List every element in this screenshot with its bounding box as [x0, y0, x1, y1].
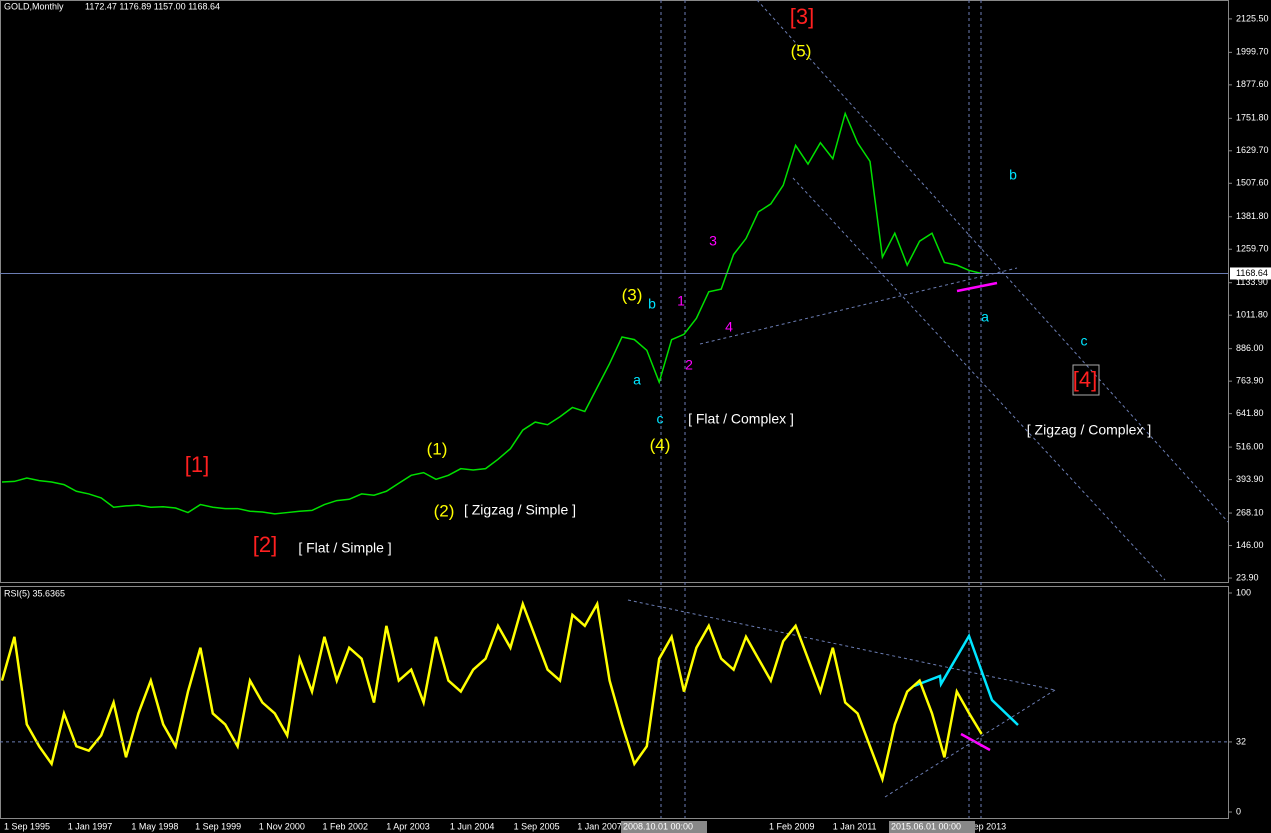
y-tick-label: 1629.70	[1236, 145, 1269, 155]
x-tick-label: 1 Jun 2004	[450, 821, 495, 831]
wave-label: c	[1081, 333, 1088, 349]
x-tick-label: 1 Feb 2009	[769, 821, 815, 831]
y-tick-label: 763.90	[1236, 376, 1264, 386]
y-tick-label: 886.00	[1236, 343, 1264, 353]
wave-label: 3	[709, 233, 717, 249]
y-tick-label: 1877.60	[1236, 79, 1269, 89]
trend-line	[699, 267, 1018, 345]
pink-arrows	[956, 281, 998, 752]
rsi-title: RSI(5) 35.6365	[4, 588, 65, 598]
x-tick-label: 1 Nov 2000	[259, 821, 305, 831]
y-tick-label: 2125.50	[1236, 13, 1269, 23]
target-box	[1072, 364, 1100, 396]
marker-label-box	[621, 821, 707, 833]
y-tick-label: 1999.70	[1236, 47, 1269, 57]
y-tick-label: 146.00	[1236, 540, 1264, 550]
ohlc: 1172.47 1176.89 1157.00 1168.64	[85, 1, 220, 11]
wave-label: [ Flat / Simple ]	[298, 540, 391, 556]
x-tick-label: 1 Jan 1997	[68, 821, 113, 831]
wave-label: (3)	[622, 285, 643, 304]
y-tick-label: 1507.60	[1236, 178, 1269, 188]
current-price-box	[1230, 267, 1271, 280]
chart-title: GOLD,Monthly	[4, 1, 64, 11]
x-tick-label: 1 Jan 2007	[577, 821, 622, 831]
x-tick-label: 1 Feb 2002	[323, 821, 369, 831]
y-tick-label: 393.90	[1236, 474, 1264, 484]
wave-label: (4)	[650, 435, 671, 454]
channel-lines	[627, 0, 1229, 818]
y-tick-label: 516.00	[1236, 441, 1264, 451]
wave-label: b	[1009, 167, 1017, 183]
wave-label: 4	[725, 319, 733, 335]
wave-label: [ Flat / Complex ]	[688, 411, 794, 427]
x-tick-label: 1 Sep 1995	[4, 821, 50, 831]
y-tick-label: 1381.80	[1236, 211, 1269, 221]
wave-label: 2	[685, 357, 693, 373]
wave-label: 1	[677, 293, 685, 309]
y-tick-label: 32	[1236, 736, 1246, 746]
y-tick-label: 268.10	[1236, 507, 1264, 517]
marker-label-box	[889, 821, 975, 833]
arrow	[960, 732, 991, 752]
y-tick-label: 0	[1236, 806, 1241, 816]
wave-label: b	[648, 296, 656, 312]
marker-label: 2008.10.01 00:00	[623, 821, 693, 831]
y-tick-label: 1133.90	[1236, 277, 1268, 287]
wave-label: a	[981, 309, 989, 325]
rsi-frame	[0, 586, 1229, 819]
current-price-label: 1168.64	[1236, 268, 1268, 278]
y-tick-label: 1011.80	[1236, 310, 1268, 320]
price-frame	[0, 0, 1229, 583]
wave-label: (5)	[791, 41, 812, 60]
wave-label: [4]	[1073, 367, 1097, 392]
x-tick-label: 1 Sep 1999	[195, 821, 241, 831]
y-tick-label: 1751.80	[1236, 113, 1269, 123]
wave-label: (1)	[427, 439, 448, 458]
wave-label: [ Zigzag / Simple ]	[464, 502, 576, 518]
wave-label: a	[633, 372, 641, 388]
price-line	[1, 111, 982, 515]
marker-label: 2015.06.01 00:00	[891, 821, 961, 831]
wave-label: (2)	[434, 501, 455, 520]
wave-label: [2]	[253, 532, 277, 557]
x-tick-label: 1 May 1998	[131, 821, 178, 831]
x-tick-label: 1 Apr 2003	[386, 821, 430, 831]
y-tick-label: 100	[1236, 587, 1251, 597]
x-tick-label: 1 Sep 2005	[514, 821, 560, 831]
arrow	[956, 281, 998, 293]
rsi-line	[0, 599, 983, 784]
wave-label: [3]	[790, 4, 814, 29]
wave-label: [ Zigzag / Complex ]	[1027, 422, 1152, 438]
projection-arrow	[913, 633, 1019, 726]
y-tick-label: 23.90	[1236, 572, 1259, 582]
x-tick-label: 1 Sep 2013	[960, 821, 1006, 831]
wave-label: [1]	[185, 452, 209, 477]
x-tick-label: 1 Jan 2011	[833, 821, 877, 831]
y-tick-label: 1259.70	[1236, 244, 1269, 254]
trend-line	[792, 177, 1166, 581]
trend-line	[627, 599, 1056, 691]
y-tick-label: 641.80	[1236, 408, 1264, 418]
wave-label: c	[657, 411, 664, 427]
